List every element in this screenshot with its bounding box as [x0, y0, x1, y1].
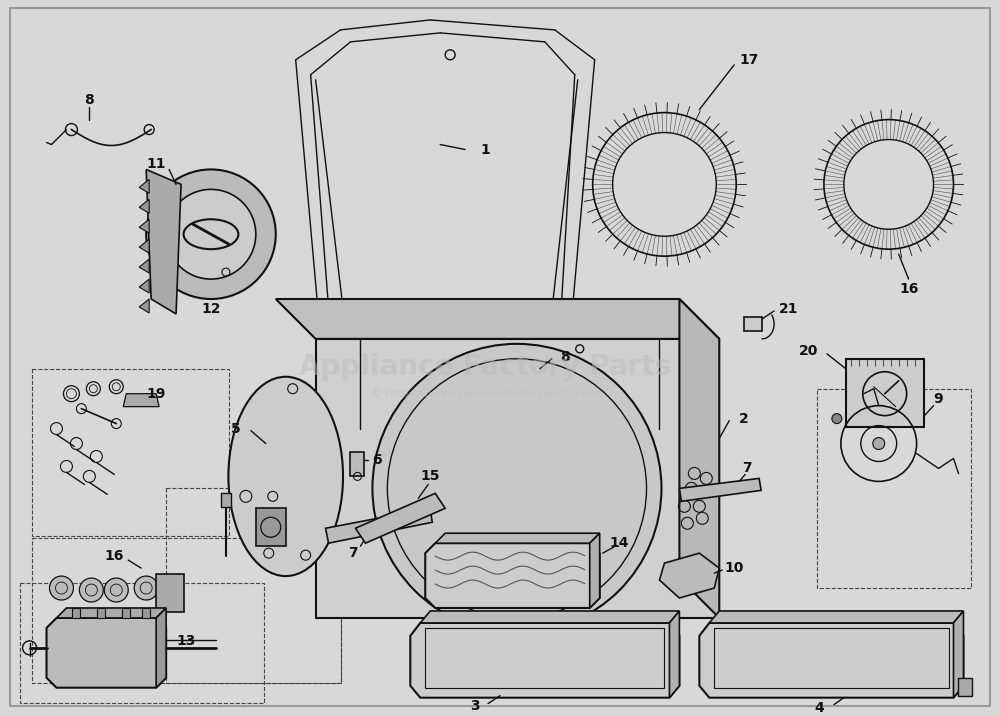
- Bar: [714, 628, 949, 687]
- Bar: [256, 508, 286, 546]
- Polygon shape: [156, 608, 166, 687]
- Bar: [97, 608, 105, 618]
- Bar: [20, 583, 264, 702]
- Bar: [350, 453, 364, 476]
- Text: 6: 6: [373, 453, 382, 468]
- Text: 19: 19: [146, 387, 166, 401]
- Bar: [166, 488, 341, 683]
- Polygon shape: [139, 279, 149, 293]
- Circle shape: [146, 170, 276, 299]
- Polygon shape: [276, 299, 719, 339]
- Circle shape: [104, 578, 128, 602]
- Polygon shape: [139, 299, 149, 313]
- Polygon shape: [679, 478, 761, 501]
- Text: 8: 8: [84, 92, 94, 107]
- Circle shape: [79, 578, 103, 602]
- Text: 7: 7: [348, 546, 357, 560]
- Text: 21: 21: [779, 302, 799, 316]
- Text: 10: 10: [725, 561, 744, 575]
- Text: 12: 12: [201, 302, 221, 316]
- Polygon shape: [425, 543, 600, 608]
- Text: 11: 11: [146, 158, 166, 171]
- Polygon shape: [139, 180, 149, 193]
- Polygon shape: [699, 623, 963, 697]
- Bar: [32, 369, 229, 536]
- Bar: [958, 678, 972, 696]
- Polygon shape: [669, 611, 679, 697]
- Circle shape: [166, 189, 256, 279]
- Polygon shape: [679, 299, 719, 618]
- Text: 8: 8: [560, 350, 570, 364]
- Polygon shape: [316, 339, 719, 618]
- Circle shape: [873, 437, 885, 450]
- Bar: [142, 608, 150, 618]
- Polygon shape: [56, 608, 166, 618]
- Text: 14: 14: [610, 536, 629, 550]
- Text: 1: 1: [480, 142, 490, 157]
- Polygon shape: [139, 199, 149, 213]
- Bar: [744, 317, 762, 331]
- Polygon shape: [590, 533, 600, 608]
- Polygon shape: [953, 611, 963, 697]
- Text: Appliance Factory Parts: Appliance Factory Parts: [299, 353, 671, 381]
- Text: © http://www.appliancefactoryparts.com: © http://www.appliancefactoryparts.com: [371, 389, 599, 399]
- Polygon shape: [47, 618, 166, 687]
- Polygon shape: [659, 553, 719, 598]
- Polygon shape: [139, 259, 149, 273]
- Polygon shape: [326, 508, 432, 543]
- Polygon shape: [139, 219, 149, 233]
- Polygon shape: [123, 394, 159, 407]
- Text: 7: 7: [742, 461, 752, 475]
- Text: 4: 4: [814, 701, 824, 715]
- Text: 9: 9: [934, 392, 943, 406]
- Circle shape: [50, 576, 73, 600]
- Text: 17: 17: [739, 53, 759, 67]
- Text: 3: 3: [470, 699, 480, 712]
- Text: 2: 2: [739, 412, 749, 425]
- Bar: [221, 493, 231, 508]
- Text: 5: 5: [231, 422, 241, 435]
- Bar: [32, 538, 341, 683]
- Polygon shape: [709, 611, 963, 623]
- Polygon shape: [410, 623, 679, 697]
- Circle shape: [372, 344, 661, 633]
- Text: 16: 16: [105, 549, 124, 563]
- Ellipse shape: [228, 377, 343, 576]
- Bar: [122, 608, 130, 618]
- Polygon shape: [420, 611, 679, 623]
- Bar: [72, 608, 80, 618]
- Bar: [425, 628, 664, 687]
- Bar: [817, 389, 971, 588]
- Polygon shape: [146, 170, 181, 314]
- Text: 20: 20: [799, 344, 819, 358]
- Polygon shape: [355, 493, 445, 543]
- Text: 16: 16: [899, 282, 918, 296]
- Circle shape: [134, 576, 158, 600]
- Polygon shape: [435, 533, 600, 543]
- Bar: [156, 574, 184, 612]
- Text: 13: 13: [176, 634, 196, 648]
- Polygon shape: [139, 239, 149, 253]
- Text: 15: 15: [420, 470, 440, 483]
- Circle shape: [832, 414, 842, 424]
- Bar: [846, 359, 924, 427]
